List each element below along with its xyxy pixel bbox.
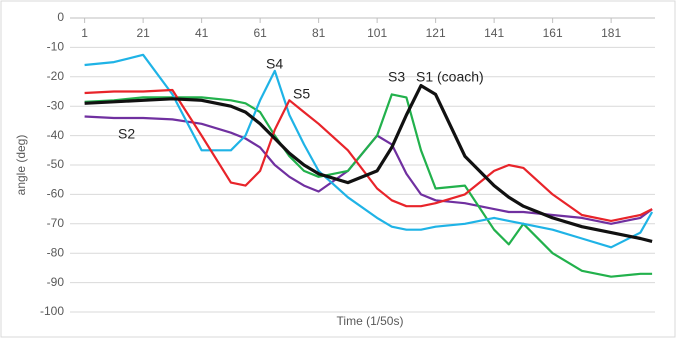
y-tick-label: -50	[47, 157, 65, 171]
x-tick-label: 61	[253, 26, 267, 40]
annotation: S3	[388, 69, 405, 85]
y-tick-label: -100	[40, 304, 64, 318]
y-tick-label: -70	[47, 216, 65, 230]
annotation: S4	[266, 56, 283, 72]
x-tick-label: 161	[543, 26, 563, 40]
y-tick-label: -80	[47, 245, 65, 259]
x-tick-label: 81	[312, 26, 326, 40]
y-tick-label: -10	[47, 40, 65, 54]
x-tick-label: 181	[601, 26, 621, 40]
annotation: S5	[293, 86, 310, 102]
y-tick-label: 0	[57, 10, 64, 24]
x-axis-title: Time (1/50s)	[337, 314, 404, 328]
x-tick-label: 101	[367, 26, 387, 40]
y-tick-label: -20	[47, 69, 65, 83]
x-tick-label: 21	[136, 26, 150, 40]
x-tick-label: 41	[195, 26, 209, 40]
y-tick-label: -30	[47, 98, 65, 112]
series-line	[84, 88, 653, 222]
y-tick-label: -90	[47, 275, 65, 289]
x-tick-label: 1	[81, 26, 88, 40]
annotation: S2	[118, 126, 135, 142]
y-axis-title: angle (deg)	[14, 135, 28, 196]
series-line	[84, 93, 653, 278]
x-tick-label: 121	[426, 26, 446, 40]
annotation: S1 (coach)	[416, 69, 484, 85]
y-tick-label: -40	[47, 128, 65, 142]
series-line	[84, 84, 653, 243]
y-tick-label: -60	[47, 187, 65, 201]
x-tick-label: 141	[484, 26, 504, 40]
